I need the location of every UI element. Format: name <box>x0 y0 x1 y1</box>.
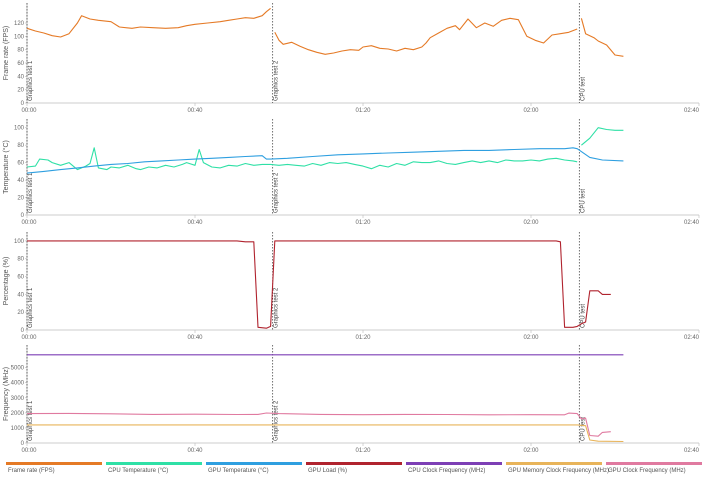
y-tick-label: 60 <box>17 161 24 167</box>
legend-label: CPU Temperature (°C) <box>108 468 169 474</box>
test-marker-label: CPU test <box>580 417 586 441</box>
x-tick-label: 02:00 <box>523 220 539 226</box>
x-tick-label: 00:40 <box>187 108 203 114</box>
legend-swatch <box>6 462 102 465</box>
x-tick-label: 01:20 <box>355 335 371 341</box>
panel-3: 0 20 40 60 80 100 00:00 00:40 01:20 02:00 02:40 Per… <box>3 232 700 341</box>
legend-swatch <box>206 462 302 465</box>
legend-item[interactable]: CPU Temperature (°C) <box>106 462 203 480</box>
panel-2: 0 20 40 60 80 100 00:00 00:40 01:20 02:00 02:40 Tem… <box>2 119 700 226</box>
y-tick-label: 100 <box>14 239 25 245</box>
y-tick-label: 0 <box>21 441 25 447</box>
y-tick-label: 20 <box>17 88 24 94</box>
series-line <box>26 7 271 38</box>
y-tick-label: 0 <box>21 213 25 219</box>
test-marker-label: Graphics test 2 <box>274 400 280 441</box>
y-tick-label: 60 <box>17 275 24 281</box>
y-tick-label: 40 <box>17 178 24 184</box>
x-tick-label: 00:00 <box>21 108 37 114</box>
legend-swatch <box>406 462 502 465</box>
series-line <box>26 412 611 437</box>
y-tick-label: 120 <box>14 21 25 27</box>
y-tick-label: 0 <box>21 328 25 334</box>
legend-item[interactable]: GPU Memory Clock Frequency (MHz) <box>506 462 609 480</box>
legend-swatch <box>506 462 602 465</box>
y-tick-label: 80 <box>17 48 24 54</box>
x-tick-label: 02:40 <box>684 220 700 226</box>
y-tick-label: 5000 <box>11 366 25 372</box>
legend-item[interactable]: GPU Load (%) <box>306 462 403 480</box>
y-tick-label: 3000 <box>11 396 25 402</box>
series-line <box>580 18 624 57</box>
legend-item[interactable]: GPU Clock Frequency (MHz) <box>606 462 703 480</box>
series-line <box>26 147 578 171</box>
y-tick-label: 4000 <box>11 381 25 387</box>
legend-label: GPU Memory Clock Frequency (MHz) <box>508 468 610 474</box>
panel-1: 0 20 40 60 80 100 120 00:00 00:40 01:20 02:00 02:40… <box>3 3 700 114</box>
series-line <box>27 424 624 443</box>
test-marker-label: CPU test <box>580 304 586 328</box>
series-line <box>274 17 578 55</box>
y-axis-label: Frequency (MHz) <box>3 367 10 421</box>
test-marker-label: Graphics test 1 <box>28 172 34 213</box>
legend-label: GPU Load (%) <box>308 468 348 474</box>
y-tick-label: 100 <box>14 34 25 40</box>
legend-item[interactable]: GPU Temperature (°C) <box>206 462 303 480</box>
x-tick-label: 00:00 <box>21 335 37 341</box>
y-tick-label: 40 <box>17 292 24 298</box>
x-tick-label: 00:00 <box>21 448 37 454</box>
x-tick-label: 02:00 <box>523 335 539 341</box>
test-marker-label: CPU test <box>580 189 586 213</box>
x-tick-label: 02:40 <box>684 108 700 114</box>
benchmark-chart: 0 20 40 60 80 100 120 00:00 00:40 01:20 02:00 02:40… <box>2 3 700 454</box>
series-line <box>581 127 624 146</box>
x-tick-label: 02:40 <box>684 448 700 454</box>
series-line <box>26 147 624 174</box>
panel-4: 0 1000 2000 3000 4000 5000 00:00 00:40 01:20 02:0… <box>3 345 700 454</box>
test-marker-label: Graphics test 1 <box>28 287 34 328</box>
y-axis-label: Percentage (%) <box>3 257 10 306</box>
y-tick-label: 80 <box>17 257 24 263</box>
x-tick-label: 00:40 <box>187 448 203 454</box>
legend-item[interactable]: Frame rate (FPS) <box>6 462 103 480</box>
legend-swatch <box>106 462 202 465</box>
legend-item[interactable]: CPU Clock Frequency (MHz) <box>406 462 503 480</box>
x-tick-label: 00:00 <box>21 220 37 226</box>
x-tick-label: 01:20 <box>355 220 371 226</box>
test-marker-label: Graphics test 1 <box>28 60 34 101</box>
x-tick-label: 01:20 <box>355 108 371 114</box>
y-tick-label: 1000 <box>11 426 25 432</box>
y-tick-label: 0 <box>21 101 25 107</box>
legend-label: GPU Clock Frequency (MHz) <box>608 468 686 474</box>
y-tick-label: 40 <box>17 74 24 80</box>
y-tick-label: 60 <box>17 61 24 67</box>
y-tick-label: 100 <box>14 126 25 132</box>
test-marker-label: CPU test <box>580 77 586 101</box>
x-tick-label: 00:40 <box>187 335 203 341</box>
legend-swatch <box>306 462 402 465</box>
test-marker-label: Graphics test 1 <box>28 400 34 441</box>
x-tick-label: 02:40 <box>684 335 700 341</box>
y-tick-label: 20 <box>17 196 24 202</box>
y-tick-label: 2000 <box>11 411 25 417</box>
y-tick-label: 20 <box>17 310 24 316</box>
test-marker-label: Graphics test 2 <box>274 60 280 101</box>
series-line <box>27 240 611 329</box>
x-tick-label: 02:00 <box>523 108 539 114</box>
x-tick-label: 01:20 <box>355 448 371 454</box>
y-tick-label: 80 <box>17 143 24 149</box>
legend-label: CPU Clock Frequency (MHz) <box>408 468 486 474</box>
chart-legend: Frame rate (FPS) CPU Temperature (°C) GPU … <box>6 462 706 480</box>
y-axis-label: Temperature (°C) <box>2 140 10 194</box>
y-axis-label: Frame rate (FPS) <box>3 26 10 80</box>
legend-swatch <box>606 462 702 465</box>
x-tick-label: 00:40 <box>187 220 203 226</box>
legend-label: GPU Temperature (°C) <box>208 468 269 474</box>
test-marker-label: Graphics test 2 <box>274 287 280 328</box>
x-tick-label: 02:00 <box>523 448 539 454</box>
legend-label: Frame rate (FPS) <box>8 468 55 474</box>
test-marker-label: Graphics test 2 <box>274 172 280 213</box>
